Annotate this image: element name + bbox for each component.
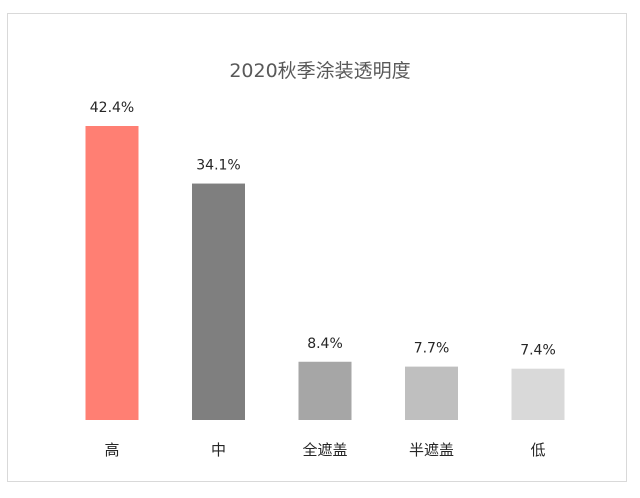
bar-4 (405, 366, 458, 420)
category-label-3: 全遮盖 (302, 441, 347, 459)
data-label-4: 7.7% (414, 341, 450, 357)
data-label-2: 34.1% (196, 158, 240, 174)
bar-1 (85, 126, 139, 420)
data-label-5: 7.4% (520, 343, 556, 359)
chart-title: 2020秋季涂装透明度 (229, 60, 411, 82)
data-label-1: 42.4% (90, 100, 134, 116)
category-label-4: 半遮盖 (409, 441, 454, 459)
bar-5 (511, 368, 565, 420)
category-label-2: 中 (211, 441, 226, 459)
bar-2 (192, 183, 245, 420)
category-label-1: 高 (104, 441, 119, 459)
data-label-3: 8.4% (307, 336, 343, 352)
category-label-5: 低 (530, 441, 545, 459)
bar-3 (298, 361, 352, 420)
